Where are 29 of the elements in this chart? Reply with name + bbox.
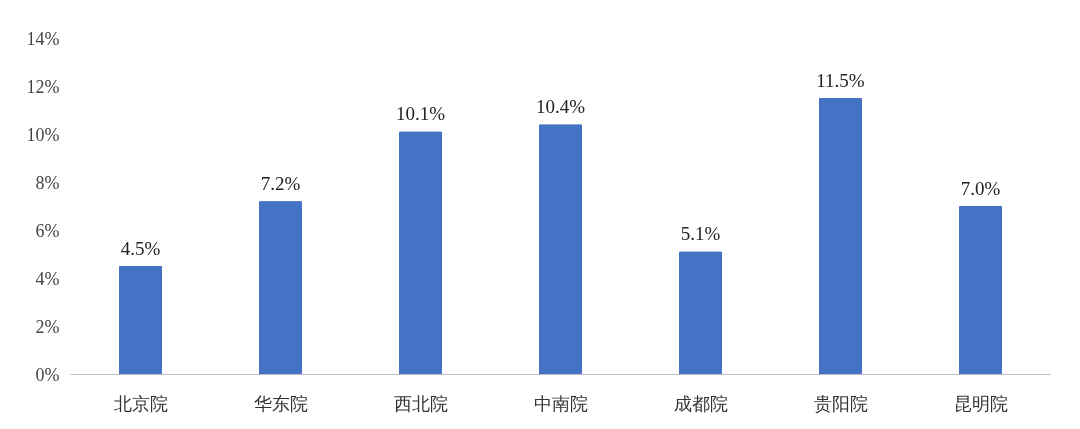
data-label: 11.5%	[816, 69, 865, 91]
x-tick-label: 昆明院	[953, 392, 1008, 414]
y-tick-label: 4%	[35, 268, 60, 289]
data-label: 10.1%	[395, 103, 446, 125]
bar	[679, 251, 722, 375]
data-label: 7.0%	[960, 177, 1001, 199]
y-tick-label: 10%	[26, 124, 60, 145]
x-tick-label: 北京院	[113, 392, 168, 414]
y-tick-label: 12%	[26, 76, 60, 97]
x-tick-label: 贵阳院	[813, 392, 868, 414]
x-tick-label: 华东院	[253, 392, 308, 414]
bar	[259, 201, 302, 375]
bar	[819, 98, 862, 375]
y-tick-label: 2%	[35, 316, 60, 337]
bar	[959, 206, 1002, 375]
x-tick-label: 西北院	[393, 392, 448, 414]
bar	[539, 124, 582, 375]
data-label: 7.2%	[260, 172, 301, 194]
y-tick-label: 8%	[35, 172, 60, 193]
y-tick-label: 0%	[35, 364, 60, 385]
data-label: 5.1%	[680, 223, 721, 245]
x-tick-label: 成都院	[673, 392, 728, 414]
bar	[119, 266, 162, 375]
data-label: 4.5%	[120, 237, 161, 259]
bar	[399, 131, 442, 375]
y-tick-label: 6%	[35, 220, 60, 241]
y-tick-label: 14%	[26, 28, 60, 49]
x-tick-label: 中南院	[533, 392, 588, 414]
data-label: 10.4%	[535, 95, 586, 117]
